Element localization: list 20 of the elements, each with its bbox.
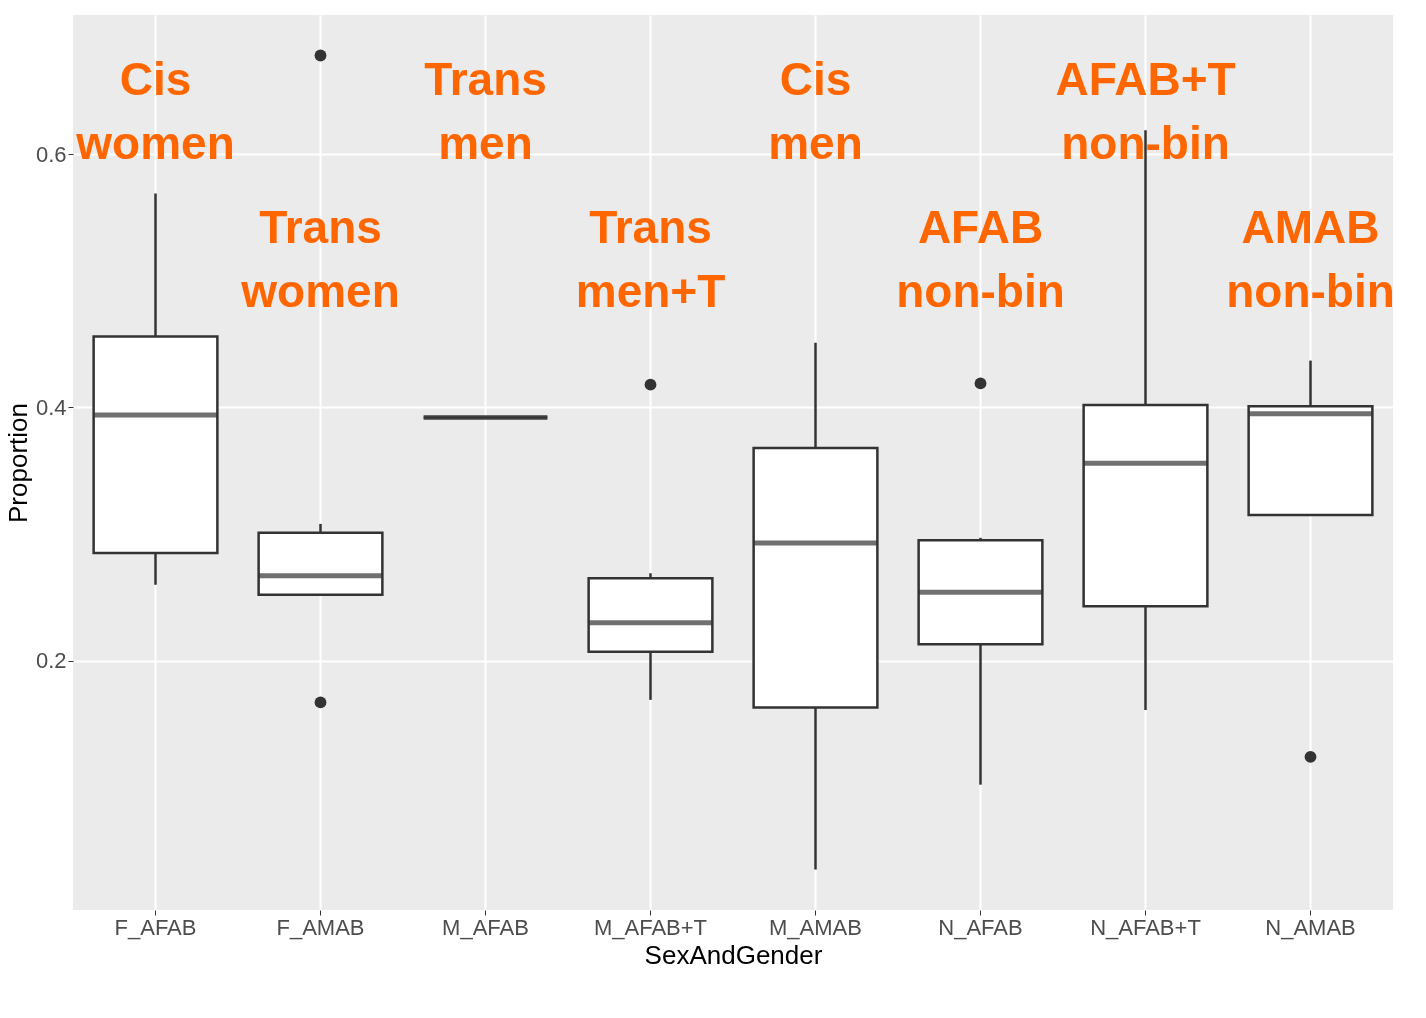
annotation: Cis women [75,53,235,169]
x-tick-label: F_AMAB [276,914,365,940]
x-tick-label: M_AFAB+T [593,914,708,940]
x-tick-label: N_AMAB [1265,914,1356,940]
x-axis-title: SexAndGender [644,939,823,970]
x-tick-label: N_AFAB [938,914,1023,940]
x-tick-label: F_AFAB [114,914,197,940]
annotation: Trans men+T [575,201,726,317]
y-tick-label: 0.2 [35,648,67,674]
x-tick-label: N_AFAB+T [1090,914,1201,940]
y-axis-title: Proportion [2,403,33,523]
annotation: Cis men [768,53,863,169]
y-tick-label: 0.4 [35,394,67,420]
annotation: AFAB non-bin [896,201,1065,317]
annotation: Trans women [240,201,400,317]
annotation: AMAB non-bin [1226,201,1395,317]
y-tick-label: 0.6 [35,141,67,167]
x-tick-label: M_AMAB [769,914,862,940]
x-tick-label: M_AFAB [442,914,529,940]
annotation: Trans men [424,53,547,169]
